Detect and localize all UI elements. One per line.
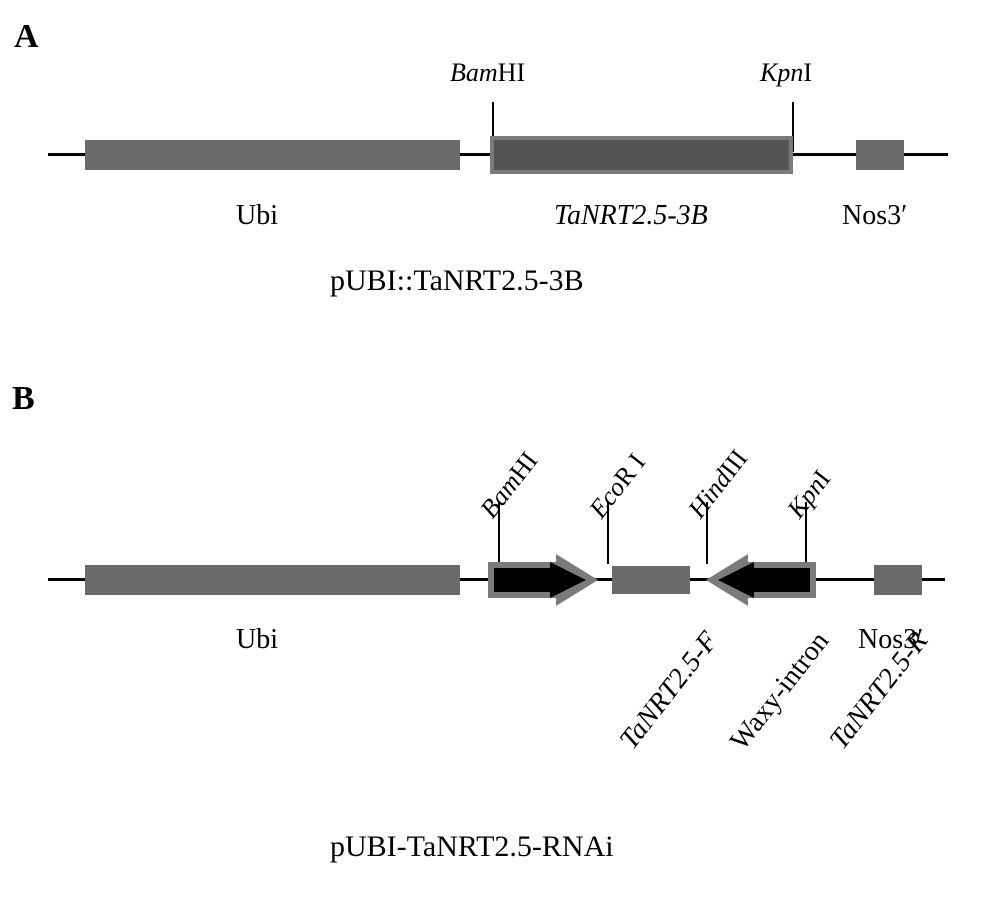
panel-b-enzyme-2: EcoR I [583,448,652,524]
panel-a-gene-box [490,136,793,174]
panel-b-reverse-arrow [706,554,816,606]
panel-b-enzyme-1: BamHI [474,446,544,524]
panel-a-letter: A [14,18,39,56]
panel-a-caption: pUBI::TaNRT2.5-3B [330,264,584,298]
panel-b-tick-2 [607,502,609,564]
panel-a-enzyme-left: BamHI [450,58,525,88]
panel-b-forward-arrow [488,554,598,606]
figure-canvas: A BamHI KpnI Ubi TaNRT2.5-3B Nos3′ pUBI:… [0,0,1000,912]
panel-a-ubi-box [85,140,460,170]
panel-a-ubi-label: Ubi [236,200,278,232]
panel-b-ubi-box [85,565,460,595]
panel-b-forward-arrow-label: TaNRT2.5-F [614,626,725,756]
panel-b-enzyme-3: HindIII [682,444,754,524]
panel-b-letter: B [12,380,35,418]
panel-b-enzyme-4: KpnI [781,465,837,524]
panel-a-nos-label: Nos3′ [842,200,907,232]
panel-a-enzyme-right: KpnI [760,58,812,88]
panel-b-waxy-box [612,566,690,594]
panel-a-nos-box [856,140,904,170]
panel-b-ubi-label: Ubi [236,624,278,656]
panel-b-waxy-label: Waxy-intron [724,626,836,757]
panel-a-gene-label: TaNRT2.5-3B [554,200,708,232]
panel-b-caption: pUBI-TaNRT2.5-RNAi [330,830,614,864]
panel-b-nos-box [874,565,922,595]
